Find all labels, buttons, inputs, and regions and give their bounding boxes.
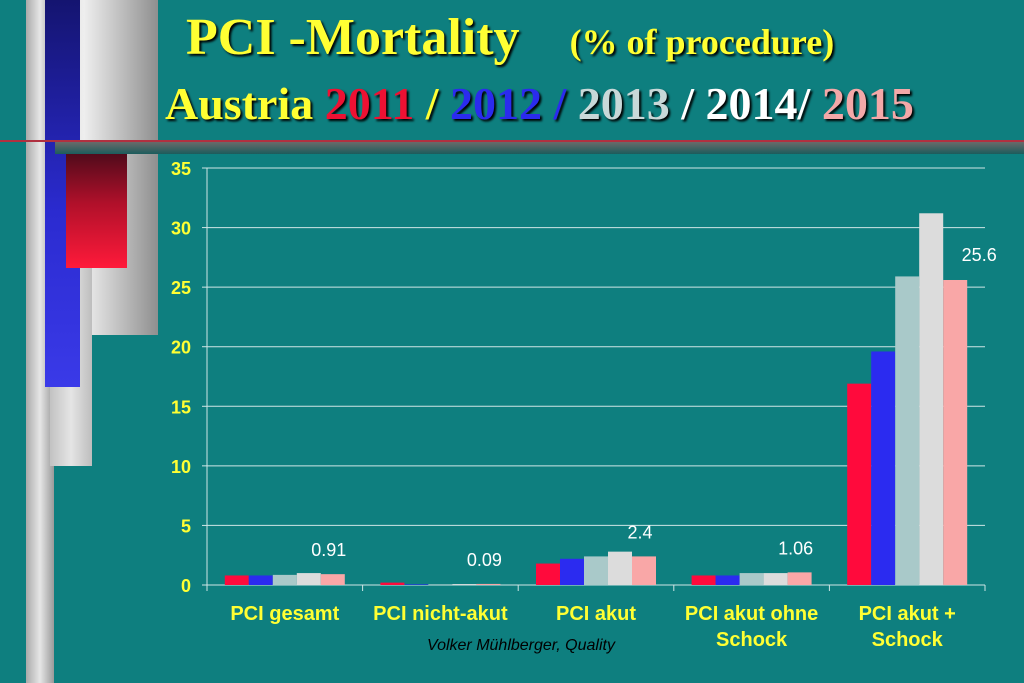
data-label: 25.6 [962,245,997,265]
bar-2013-0 [272,574,297,585]
y-tick-label: 10 [171,457,191,477]
y-tick-label: 15 [171,397,191,417]
decor-title-rule [0,140,1024,142]
x-category-label: Schock [872,629,944,651]
bar-2015-0 [320,574,345,585]
data-label: 0.91 [311,540,346,560]
data-label: 0.09 [467,550,502,570]
bar-2011-0 [224,575,249,585]
bar-2015-3 [787,572,812,585]
bar-2011-2 [536,563,560,585]
bar-2015-2 [632,556,656,585]
bar-2014-0 [296,573,321,585]
x-category-label: Schock [716,629,788,651]
data-label: 2.4 [627,522,652,542]
title-year-segment: / [414,78,450,129]
bar-2012-3 [715,575,740,585]
bar-2012-2 [560,558,584,585]
x-category-label: PCI akut ohne [685,603,818,625]
title-years: 2011 / 2012 / 2013 / 2014/ 2015 [325,78,914,129]
x-category-label: PCI akut [556,603,636,625]
bar-2015-4 [943,279,968,585]
y-tick-label: 5 [181,516,191,536]
bar-2013-3 [739,573,764,585]
title-year-segment: / 2014/ [669,78,822,129]
bar-2013-4 [895,276,920,585]
slide-title: PCI -Mortality (% of procedure) [186,8,834,67]
y-tick-label: 35 [171,159,191,179]
x-category-label: PCI nicht-akut [373,603,508,625]
bar-2014-1 [452,584,477,585]
title-year-segment: / [541,78,578,129]
bar-2011-1 [380,582,405,585]
title-subtitle: (% of procedure) [569,22,835,62]
bar-2011-3 [691,575,716,585]
title-year-segment: 2011 [324,78,415,129]
bar-2014-2 [608,551,632,585]
decor-title-shadow [55,142,1024,154]
x-category-label: PCI akut + [859,603,956,625]
title-main: PCI -Mortality [186,9,520,66]
title-country: Austria [165,78,314,129]
decor-red-block [66,150,127,268]
title-year-segment: 2013 [577,78,670,129]
bar-2014-4 [919,213,944,585]
bar-2015-1 [476,583,501,585]
bar-2012-0 [248,575,273,585]
title-year-segment: 2012 [449,78,542,129]
bar-2013-2 [584,556,608,585]
y-tick-label: 0 [181,576,191,596]
y-tick-label: 30 [171,219,191,239]
data-label: 1.06 [778,538,813,558]
title-year-segment: 2015 [821,78,914,129]
bar-2012-1 [404,584,429,585]
x-category-label: PCI gesamt [230,603,339,625]
bar-2013-1 [428,584,453,585]
bar-2014-3 [763,573,788,585]
bar-2012-4 [871,351,896,585]
bar-2011-4 [847,383,872,585]
y-tick-label: 25 [171,278,191,298]
footer-author: Volker Mühlberger, Quality [427,637,615,654]
y-tick-label: 20 [171,338,191,358]
slide-title-line-2: Austria 2011 / 2012 / 2013 / 2014/ 2015 [165,77,914,130]
